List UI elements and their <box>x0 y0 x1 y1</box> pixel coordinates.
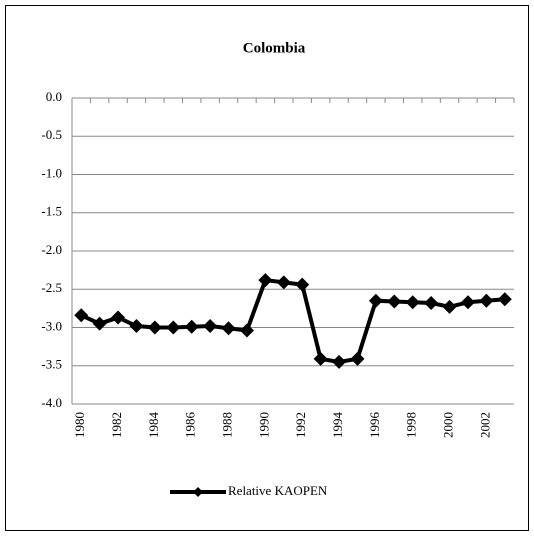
chart-title: Colombia <box>243 40 306 56</box>
data-point <box>147 320 162 335</box>
data-point <box>332 354 347 369</box>
y-tick-label: -1.5 <box>41 204 62 219</box>
x-tick-label: 1988 <box>220 412 235 438</box>
data-point <box>258 273 273 288</box>
y-tick-label: -4.0 <box>41 395 62 410</box>
y-tick-label: -2.5 <box>41 280 62 295</box>
data-point <box>442 299 457 314</box>
data-point <box>497 292 512 307</box>
y-tick-label: -3.0 <box>41 318 62 333</box>
data-point <box>350 351 365 366</box>
data-point <box>221 321 236 336</box>
data-point <box>111 310 126 325</box>
y-tick-label: -2.0 <box>41 242 62 257</box>
x-tick-label: 1996 <box>367 412 382 439</box>
legend-marker <box>193 487 203 497</box>
y-tick-label: -3.5 <box>41 357 62 372</box>
x-tick-label: 2002 <box>477 412 492 438</box>
y-tick-label: -1.0 <box>41 165 62 180</box>
data-point <box>387 294 402 309</box>
data-point <box>239 323 254 338</box>
data-point <box>405 295 420 310</box>
x-tick-label: 1982 <box>109 412 124 438</box>
data-point <box>460 295 475 310</box>
x-tick-label: 1990 <box>256 412 271 438</box>
data-point <box>129 318 144 333</box>
x-tick-label: 1994 <box>330 412 345 439</box>
data-point <box>74 308 89 323</box>
data-point <box>92 316 107 331</box>
data-point <box>424 296 439 311</box>
data-point <box>184 319 199 334</box>
data-point <box>479 293 494 308</box>
data-point <box>295 277 310 292</box>
data-point <box>203 318 218 333</box>
x-tick-label: 2000 <box>441 412 456 438</box>
data-point <box>368 293 383 308</box>
data-point <box>313 351 328 366</box>
x-tick-label: 1998 <box>404 412 419 438</box>
chart-frame <box>5 5 529 531</box>
x-tick-label: 1986 <box>183 412 198 439</box>
x-tick-label: 1992 <box>293 412 308 438</box>
legend-label: Relative KAOPEN <box>228 483 328 498</box>
y-tick-label: -0.5 <box>41 127 62 142</box>
y-tick-label: 0.0 <box>46 89 62 104</box>
x-tick-label: 1984 <box>146 412 161 439</box>
data-point <box>166 320 181 335</box>
data-point <box>276 275 291 290</box>
x-tick-label: 1980 <box>72 412 87 438</box>
